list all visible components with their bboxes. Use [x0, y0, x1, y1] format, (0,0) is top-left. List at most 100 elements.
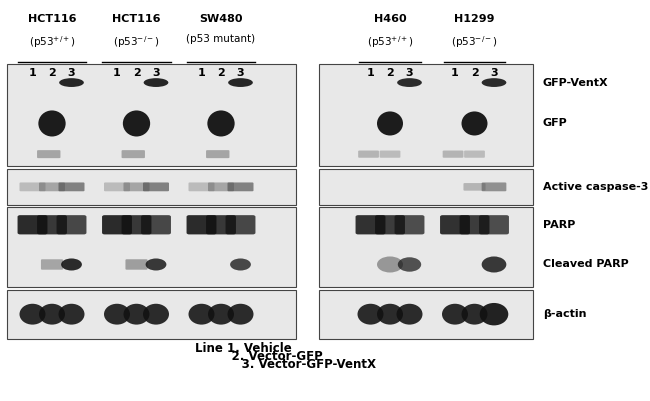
- Ellipse shape: [124, 304, 150, 325]
- Ellipse shape: [143, 304, 169, 325]
- FancyBboxPatch shape: [143, 182, 169, 191]
- Text: (p53$^{-/-}$): (p53$^{-/-}$): [113, 34, 160, 50]
- Ellipse shape: [462, 304, 488, 325]
- FancyBboxPatch shape: [187, 215, 216, 235]
- FancyBboxPatch shape: [482, 182, 506, 191]
- FancyBboxPatch shape: [226, 215, 255, 235]
- Ellipse shape: [188, 304, 215, 325]
- Text: 3: 3: [68, 68, 75, 78]
- Text: 3: 3: [406, 68, 413, 78]
- Ellipse shape: [61, 259, 82, 271]
- Ellipse shape: [396, 304, 422, 325]
- Bar: [6, 290, 296, 339]
- Ellipse shape: [208, 304, 234, 325]
- Ellipse shape: [227, 304, 254, 325]
- Text: 2: 2: [133, 68, 140, 78]
- Text: 3: 3: [237, 68, 244, 78]
- Text: (p53$^{+/+}$): (p53$^{+/+}$): [29, 34, 75, 50]
- FancyBboxPatch shape: [141, 215, 171, 235]
- Text: H1299: H1299: [454, 14, 495, 24]
- FancyBboxPatch shape: [18, 215, 47, 235]
- FancyBboxPatch shape: [122, 150, 145, 158]
- Ellipse shape: [377, 304, 403, 325]
- FancyBboxPatch shape: [463, 183, 486, 190]
- Ellipse shape: [207, 110, 235, 136]
- FancyBboxPatch shape: [375, 215, 405, 235]
- Text: 3. Vector-GFP-VentX: 3. Vector-GFP-VentX: [221, 358, 376, 371]
- FancyBboxPatch shape: [57, 215, 86, 235]
- Ellipse shape: [230, 259, 251, 271]
- Ellipse shape: [482, 78, 506, 87]
- FancyBboxPatch shape: [440, 215, 470, 235]
- Text: 2: 2: [217, 68, 225, 78]
- Ellipse shape: [228, 78, 253, 87]
- Text: 2. Vector-GFP: 2. Vector-GFP: [211, 350, 323, 363]
- Ellipse shape: [462, 111, 488, 136]
- FancyBboxPatch shape: [358, 150, 379, 158]
- Text: Line 1. Vehicle: Line 1. Vehicle: [195, 342, 292, 355]
- Bar: [6, 169, 296, 205]
- Text: HCT116: HCT116: [28, 14, 76, 24]
- Ellipse shape: [358, 304, 384, 325]
- Bar: [318, 169, 533, 205]
- FancyBboxPatch shape: [206, 150, 229, 158]
- FancyBboxPatch shape: [188, 182, 215, 191]
- Ellipse shape: [146, 259, 166, 271]
- Text: 1: 1: [198, 68, 205, 78]
- Text: 2: 2: [386, 68, 394, 78]
- Text: 1: 1: [451, 68, 459, 78]
- Ellipse shape: [482, 257, 506, 273]
- Ellipse shape: [398, 257, 421, 272]
- Ellipse shape: [104, 304, 130, 325]
- FancyBboxPatch shape: [124, 182, 150, 191]
- Ellipse shape: [377, 111, 403, 136]
- Text: SW480: SW480: [200, 14, 242, 24]
- Text: (p53$^{-/-}$): (p53$^{-/-}$): [451, 34, 498, 50]
- Ellipse shape: [397, 78, 422, 87]
- Bar: [6, 64, 296, 166]
- FancyBboxPatch shape: [464, 150, 485, 158]
- Ellipse shape: [480, 303, 508, 326]
- Text: β-actin: β-actin: [543, 309, 586, 319]
- FancyBboxPatch shape: [206, 215, 236, 235]
- FancyBboxPatch shape: [58, 182, 84, 191]
- Text: 1: 1: [29, 68, 36, 78]
- FancyBboxPatch shape: [102, 215, 132, 235]
- FancyBboxPatch shape: [104, 182, 130, 191]
- Text: 1: 1: [367, 68, 374, 78]
- FancyBboxPatch shape: [227, 182, 254, 191]
- Text: (p53 mutant): (p53 mutant): [187, 34, 255, 44]
- FancyBboxPatch shape: [37, 215, 67, 235]
- FancyBboxPatch shape: [41, 259, 63, 270]
- FancyBboxPatch shape: [122, 215, 151, 235]
- Text: GFP: GFP: [543, 118, 567, 128]
- Text: GFP-VentX: GFP-VentX: [543, 77, 608, 87]
- Text: 2: 2: [48, 68, 56, 78]
- Ellipse shape: [39, 304, 65, 325]
- Bar: [318, 64, 533, 166]
- Text: PARP: PARP: [543, 220, 575, 230]
- Text: Cleaved PARP: Cleaved PARP: [543, 259, 629, 269]
- Text: H460: H460: [374, 14, 406, 24]
- Ellipse shape: [20, 304, 46, 325]
- Text: 1: 1: [113, 68, 121, 78]
- FancyBboxPatch shape: [395, 215, 424, 235]
- FancyBboxPatch shape: [125, 259, 148, 270]
- Ellipse shape: [123, 110, 150, 136]
- Text: HCT116: HCT116: [112, 14, 161, 24]
- Text: 2: 2: [471, 68, 478, 78]
- FancyBboxPatch shape: [443, 150, 463, 158]
- Ellipse shape: [144, 78, 168, 87]
- Text: 3: 3: [152, 68, 160, 78]
- Ellipse shape: [38, 110, 66, 136]
- FancyBboxPatch shape: [460, 215, 489, 235]
- Ellipse shape: [442, 304, 468, 325]
- FancyBboxPatch shape: [39, 182, 65, 191]
- FancyBboxPatch shape: [356, 215, 385, 235]
- FancyBboxPatch shape: [208, 182, 234, 191]
- FancyBboxPatch shape: [20, 182, 46, 191]
- FancyBboxPatch shape: [37, 150, 60, 158]
- Bar: [318, 290, 533, 339]
- Text: Active caspase-3: Active caspase-3: [543, 182, 648, 192]
- FancyBboxPatch shape: [380, 150, 400, 158]
